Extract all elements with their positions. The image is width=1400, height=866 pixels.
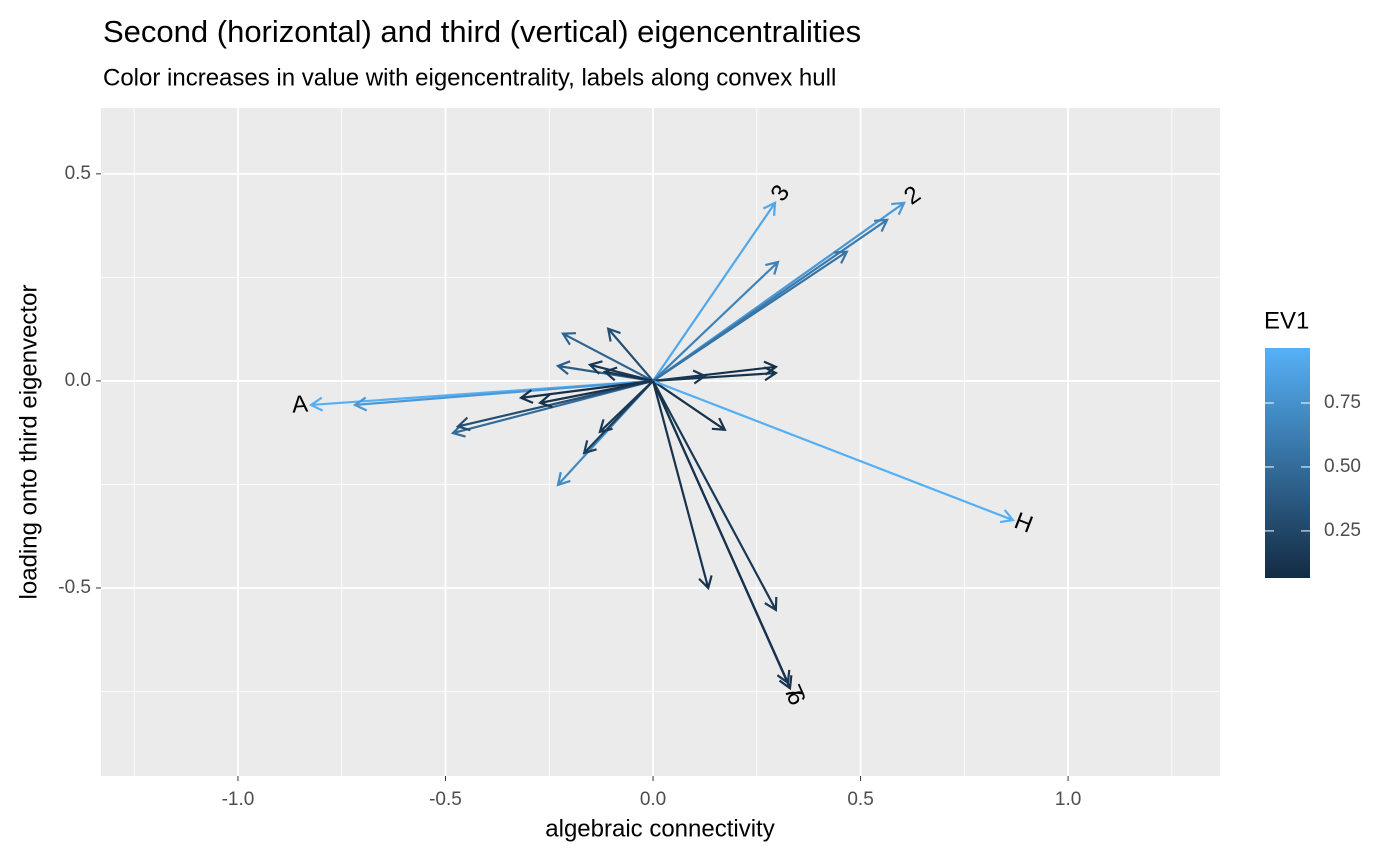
arrow bbox=[518, 379, 654, 404]
arrow bbox=[652, 380, 778, 612]
x-tick-label: 0.0 bbox=[640, 789, 666, 810]
x-tick-label: -1.0 bbox=[222, 789, 255, 810]
chart-subtitle: Color increases in value with eigencentr… bbox=[103, 64, 836, 91]
y-tick-label: 0.5 bbox=[65, 163, 91, 184]
arrow bbox=[652, 201, 777, 382]
y-axis-title: loading onto third eigenvector bbox=[15, 285, 42, 600]
legend-tick-label: 0.25 bbox=[1324, 520, 1361, 541]
arrow bbox=[652, 260, 780, 382]
arrow bbox=[652, 380, 727, 432]
arrow bbox=[652, 380, 793, 691]
legend-tick-label: 0.75 bbox=[1324, 392, 1361, 413]
y-tick-label: -0.5 bbox=[58, 577, 91, 598]
x-tick-label: 0.5 bbox=[847, 789, 873, 810]
arrow bbox=[651, 380, 713, 591]
x-tick-label: -0.5 bbox=[429, 789, 462, 810]
colorbar bbox=[1265, 348, 1310, 578]
panel bbox=[101, 108, 1220, 776]
arrow bbox=[606, 327, 654, 382]
arrow bbox=[352, 379, 654, 412]
arrow bbox=[455, 379, 654, 432]
arrow bbox=[561, 332, 654, 382]
arrow bbox=[598, 380, 654, 434]
y-tick-label: 0.0 bbox=[65, 370, 91, 391]
arrow bbox=[602, 366, 654, 382]
arrow bbox=[652, 379, 1015, 524]
legend-title: EV1 bbox=[1264, 307, 1309, 334]
x-tick-label: 1.0 bbox=[1055, 789, 1081, 810]
point-label: A bbox=[291, 391, 309, 419]
x-axis-title: algebraic connectivity bbox=[545, 815, 774, 842]
arrow bbox=[537, 379, 654, 409]
arrow bbox=[652, 250, 849, 382]
legend-tick-label: 0.50 bbox=[1324, 456, 1361, 477]
chart-title: Second (horizontal) and third (vertical)… bbox=[103, 14, 861, 49]
arrow bbox=[652, 369, 708, 385]
